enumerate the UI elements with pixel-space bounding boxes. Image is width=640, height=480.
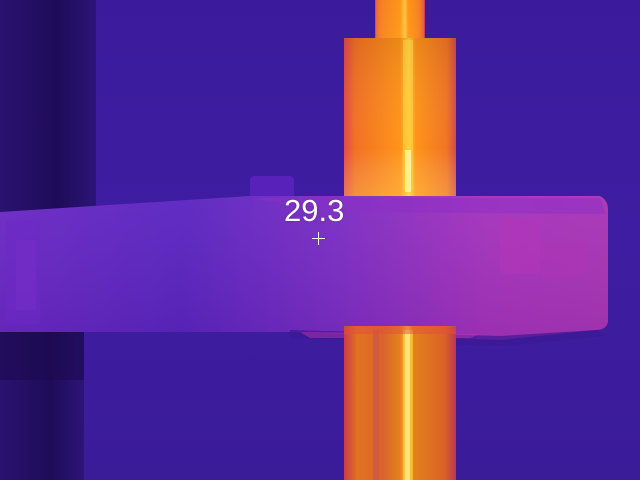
left-cold-pillar — [0, 0, 96, 212]
lower-shaft — [344, 326, 456, 480]
spot-crosshair-icon — [312, 232, 325, 245]
disc-block — [250, 176, 294, 200]
spot-temperature-readout: 29.3 — [284, 193, 345, 228]
